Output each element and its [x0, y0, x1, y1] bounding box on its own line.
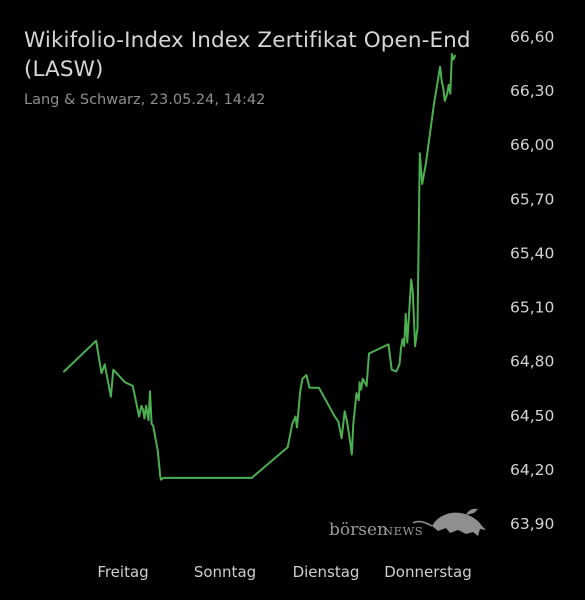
- watermark-text-lower: börsen: [329, 520, 388, 540]
- y-tick-label: 64,80: [510, 353, 554, 371]
- y-tick-label: 66,30: [510, 82, 554, 100]
- y-tick-label: 66,60: [510, 28, 554, 46]
- chart-title-line-2: (LASW): [24, 57, 104, 82]
- y-tick-label: 64,20: [510, 461, 554, 479]
- boersennews-watermark: börsen NEWS: [329, 508, 486, 540]
- y-tick-label: 65,70: [510, 190, 554, 208]
- y-axis: 66,60 66,30 66,00 65,70 65,40 65,10 64,80 64,50…: [510, 28, 554, 533]
- chart-title: Wikifolio-Index Index Zertifikat Open-En…: [24, 26, 504, 84]
- x-tick-label: Donnerstag: [384, 563, 472, 581]
- series-layer: [63, 53, 456, 481]
- x-tick-label: Dienstag: [293, 563, 360, 581]
- chart-subtitle: Lang & Schwarz, 23.05.24, 14:42: [24, 92, 266, 108]
- y-tick-label: 65,40: [510, 244, 554, 262]
- x-axis: Freitag Sonntag Dienstag Donnerstag: [97, 563, 471, 581]
- x-tick-label: Sonntag: [194, 563, 256, 581]
- bull-icon: [412, 508, 486, 536]
- y-tick-label: 63,90: [510, 515, 554, 533]
- y-tick-label: 65,10: [510, 299, 554, 317]
- chart-title-line-1: Wikifolio-Index Index Zertifikat Open-En…: [24, 28, 471, 53]
- x-tick-label: Freitag: [97, 563, 148, 581]
- y-tick-label: 66,00: [510, 136, 554, 154]
- watermark-text-caps: NEWS: [383, 524, 423, 538]
- series-line: [63, 53, 456, 481]
- y-tick-label: 64,50: [510, 407, 554, 425]
